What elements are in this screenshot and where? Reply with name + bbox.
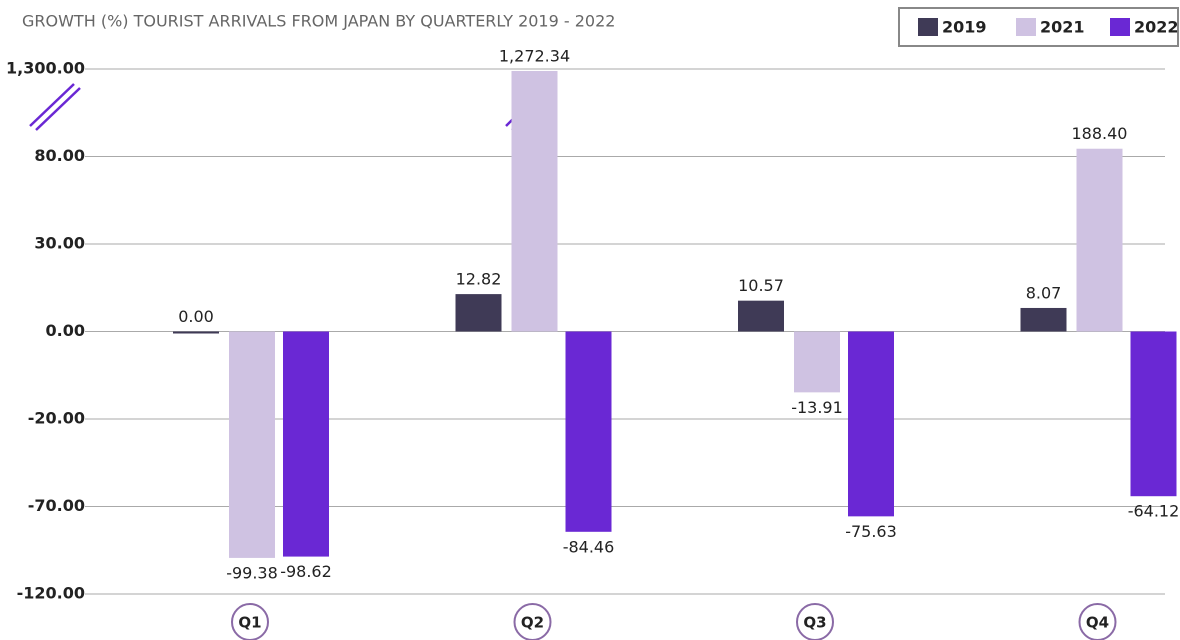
category-badge	[796, 603, 834, 640]
y-tick-label: 80.00	[34, 146, 85, 165]
y-tick-label: 1,300.00	[6, 59, 85, 78]
bar	[173, 331, 219, 334]
bar	[511, 70, 558, 332]
legend: 2019 2021 2022	[918, 18, 1179, 37]
data-label: 1,272.34	[499, 46, 570, 65]
bar	[455, 294, 502, 332]
y-tick-label: 30.00	[34, 234, 85, 253]
category-badge	[513, 603, 552, 640]
bar	[738, 300, 784, 332]
bar	[1020, 307, 1067, 332]
x-tick-label: Q1	[238, 614, 261, 632]
legend-label: 2019	[942, 18, 987, 37]
y-tick-label: -120.00	[17, 584, 85, 603]
data-label: -98.62	[280, 562, 332, 581]
data-label: 188.40	[1072, 124, 1128, 143]
data-label: -99.38	[226, 563, 278, 582]
x-tick-label: Q2	[521, 614, 544, 632]
data-label: 10.57	[738, 276, 784, 295]
data-label: -64.12	[1128, 502, 1180, 521]
bar	[565, 331, 612, 532]
y-tick-label: 0.00	[46, 321, 85, 340]
legend-swatch	[918, 18, 938, 36]
y-tick-label: -70.00	[28, 496, 85, 515]
chart-title: GROWTH (%) TOURIST ARRIVALS FROM JAPAN B…	[22, 12, 615, 31]
legend-label: 2022	[1134, 18, 1179, 37]
legend-box	[898, 7, 1179, 47]
data-label: -75.63	[845, 522, 897, 541]
bar	[1076, 148, 1123, 332]
legend-label: 2021	[1040, 18, 1085, 37]
bar	[283, 331, 329, 557]
y-tick-label: -20.00	[28, 409, 85, 428]
x-tick-label: Q4	[1086, 614, 1109, 632]
data-label: 12.82	[456, 270, 502, 289]
data-label: -84.46	[563, 537, 615, 556]
bar	[229, 331, 275, 558]
bar	[848, 331, 894, 517]
data-label: 8.07	[1026, 283, 1062, 302]
legend-swatch	[1110, 18, 1130, 36]
legend-swatch	[1016, 18, 1036, 36]
bar	[1130, 331, 1177, 497]
category-badge	[231, 603, 269, 640]
category-badge	[1078, 603, 1117, 640]
bar	[794, 331, 840, 393]
data-label: -13.91	[791, 398, 843, 417]
x-tick-label: Q3	[803, 614, 826, 632]
data-label: 0.00	[178, 307, 214, 326]
axis-break	[29, 81, 557, 131]
